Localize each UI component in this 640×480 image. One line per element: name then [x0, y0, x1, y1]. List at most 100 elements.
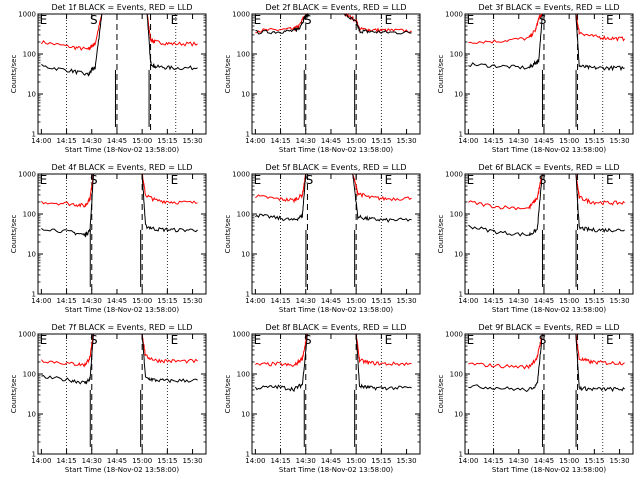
plot-frame	[464, 173, 634, 295]
chart-panel-8: Det 8f BLACK = Events, RED = LLD 1 10 100 10…	[224, 323, 421, 474]
x-tick-label: 14:15	[56, 457, 76, 465]
x-tick-label: 14:15	[270, 457, 290, 465]
series-line-events	[41, 173, 198, 238]
chart-title: Det 3f BLACK = Events, RED = LLD	[478, 3, 619, 12]
y-tick-label: 10	[454, 91, 463, 99]
y-tick-label: 1	[459, 131, 463, 139]
x-tick-label: 14:30	[509, 297, 529, 305]
x-tick-label: 15:15	[371, 457, 391, 465]
x-tick-label: 15:30	[396, 297, 416, 305]
x-tick-label: 14:30	[296, 297, 316, 305]
x-axis-label: Start Time (18-Nov-02 13:58:00)	[65, 146, 179, 154]
y-tick-label: 1000	[18, 11, 36, 19]
event-marker-label: S	[304, 13, 312, 27]
y-tick-label: 1000	[18, 171, 36, 179]
x-tick-label: 15:30	[609, 457, 629, 465]
x-tick-label: 15:00	[346, 137, 366, 145]
chart-panel-1: Det 1f BLACK = Events, RED = LLD 1 10 100 10…	[10, 3, 207, 154]
chart-panel-4: Det 4f BLACK = Events, RED = LLD 1 10 100 10…	[10, 163, 207, 314]
event-marker-label: E	[606, 13, 614, 27]
series-line-events	[468, 173, 625, 237]
series-line-events	[255, 12, 412, 35]
x-tick-label: 14:45	[107, 457, 127, 465]
x-tick-label: 15:00	[132, 457, 152, 465]
x-tick-label: 14:45	[107, 297, 127, 305]
x-tick-label: 15:30	[396, 137, 416, 145]
x-axis-label: Start Time (18-Nov-02 13:58:00)	[279, 466, 393, 474]
y-tick-label: 1000	[18, 331, 36, 339]
chart-panel-6: Det 6f BLACK = Events, RED = LLD 1 10 100 10…	[437, 163, 634, 314]
chart-title: Det 5f BLACK = Events, RED = LLD	[265, 163, 406, 172]
plot-frame	[37, 13, 207, 135]
x-tick-label: 14:15	[270, 137, 290, 145]
event-marker-label: E	[385, 333, 393, 347]
y-tick-label: 100	[23, 51, 36, 59]
x-tick-label: 14:00	[245, 297, 265, 305]
series-line-events	[255, 173, 412, 223]
chart-panel-9: Det 9f BLACK = Events, RED = LLD 1 10 100 10…	[437, 323, 634, 474]
event-marker-label: S	[539, 333, 547, 347]
y-tick-label: 10	[27, 91, 36, 99]
x-axis-label: Start Time (18-Nov-02 13:58:00)	[492, 466, 606, 474]
y-axis-label: Counts/sec	[437, 55, 445, 94]
chart-title: Det 8f BLACK = Events, RED = LLD	[265, 323, 406, 332]
x-tick-label: 15:15	[157, 457, 177, 465]
x-tick-label: 15:00	[559, 297, 579, 305]
event-marker-label: E	[467, 13, 475, 27]
x-tick-label: 15:00	[132, 297, 152, 305]
y-tick-label: 100	[23, 211, 36, 219]
x-axis-label: Start Time (18-Nov-02 13:58:00)	[65, 306, 179, 314]
event-marker-label: E	[171, 173, 179, 187]
x-tick-label: 15:15	[157, 297, 177, 305]
x-tick-label: 14:15	[483, 297, 503, 305]
y-tick-label: 1	[459, 291, 463, 299]
x-tick-label: 14:45	[534, 457, 554, 465]
chart-title: Det 4f BLACK = Events, RED = LLD	[51, 163, 192, 172]
chart-panel-3: Det 3f BLACK = Events, RED = LLD 1 10 100 10…	[437, 3, 634, 154]
x-tick-label: 15:30	[609, 137, 629, 145]
event-marker-label: E	[254, 333, 262, 347]
y-axis-label: Counts/sec	[224, 375, 232, 414]
event-marker-label: E	[171, 13, 179, 27]
y-tick-label: 10	[27, 251, 36, 259]
x-tick-label: 14:30	[82, 137, 102, 145]
y-tick-label: 1000	[445, 331, 463, 339]
plot-frame	[37, 333, 207, 455]
x-tick-label: 14:45	[321, 137, 341, 145]
y-tick-label: 1	[459, 451, 463, 459]
x-tick-label: 15:15	[584, 297, 604, 305]
x-tick-label: 15:00	[559, 457, 579, 465]
x-tick-label: 15:00	[559, 137, 579, 145]
chart-title: Det 2f BLACK = Events, RED = LLD	[265, 3, 406, 12]
event-marker-label: S	[306, 173, 314, 187]
event-marker-label: E	[40, 333, 48, 347]
x-tick-label: 14:00	[31, 297, 51, 305]
x-tick-label: 14:00	[31, 457, 51, 465]
y-tick-label: 100	[237, 371, 250, 379]
event-marker-label: S	[90, 13, 98, 27]
chart-title: Det 6f BLACK = Events, RED = LLD	[478, 163, 619, 172]
x-tick-label: 14:00	[245, 137, 265, 145]
series-line-events	[41, 13, 198, 77]
y-tick-label: 100	[237, 211, 250, 219]
event-marker-label: E	[385, 13, 393, 27]
event-marker-label: E	[467, 333, 475, 347]
y-tick-label: 1	[32, 291, 36, 299]
y-tick-label: 10	[241, 91, 250, 99]
chart-panel-7: Det 7f BLACK = Events, RED = LLD 1 10 100 10…	[10, 323, 207, 474]
event-marker-label: E	[606, 333, 614, 347]
y-tick-label: 100	[450, 211, 463, 219]
x-tick-label: 14:30	[509, 137, 529, 145]
y-tick-label: 1000	[232, 171, 250, 179]
series-line-lld	[468, 333, 625, 370]
chart-title: Det 7f BLACK = Events, RED = LLD	[51, 323, 192, 332]
y-tick-label: 1	[32, 131, 36, 139]
y-axis-label: Counts/sec	[224, 215, 232, 254]
x-tick-label: 14:00	[458, 297, 478, 305]
event-marker-label: S	[90, 173, 98, 187]
x-tick-label: 15:30	[182, 137, 202, 145]
x-tick-label: 15:00	[346, 457, 366, 465]
y-tick-label: 1000	[445, 11, 463, 19]
event-marker-label: E	[606, 173, 614, 187]
y-tick-label: 100	[23, 371, 36, 379]
